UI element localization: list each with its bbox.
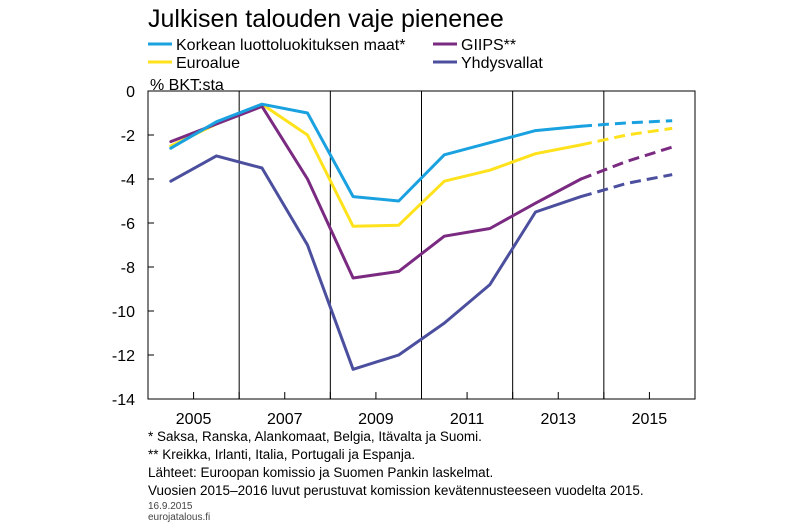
y-tick-label: -10 [112, 304, 135, 321]
footnote-sources: Lähteet: Euroopan komissio ja Suomen Pan… [148, 465, 494, 480]
footnote-forecast: Vuosien 2015–2016 luvut perustuvat komis… [148, 483, 644, 498]
series-4-line [169, 154, 583, 371]
series-1-line [169, 102, 583, 203]
series-1-forecast-line [580, 119, 673, 128]
plot-frame [147, 90, 696, 400]
x-tick-label: 2015 [632, 411, 668, 428]
publish-date: 16.9.2015 [148, 501, 193, 512]
y-tick-label: 0 [126, 84, 135, 101]
y-tick-label: -14 [112, 392, 135, 409]
series-layer [169, 102, 673, 371]
y-tick-label: -8 [121, 260, 135, 277]
x-tick-label: 2011 [450, 411, 485, 428]
footnote-1: * Saksa, Ranska, Alankomaat, Belgia, Itä… [148, 429, 482, 444]
x-tick-label: 2005 [176, 411, 212, 428]
y-tick-label: -6 [121, 216, 135, 233]
x-axis: 2005 2007 2009 2011 2013 2015 [176, 411, 668, 428]
legend-label: GIIPS** [461, 37, 516, 54]
series-4-forecast-line [580, 173, 673, 199]
legend-label: Yhdysvallat [461, 55, 543, 72]
x-tick-label: 2013 [540, 411, 576, 428]
legend-label: Euroalue [176, 55, 240, 72]
series-3-forecast-line [580, 126, 673, 147]
series-2-forecast-line [580, 145, 673, 181]
x-tick-label: 2007 [267, 411, 303, 428]
chart-title: Julkisen talouden vaje pienenee [148, 5, 504, 33]
source-site: eurojatalous.fi [148, 512, 211, 523]
y-tick-label: -2 [121, 128, 135, 145]
legend-label: Korkean luottoluokituksen maat* [176, 37, 405, 54]
legend: Korkean luottoluokituksen maat* GIIPS** Eu… [148, 37, 543, 72]
y-tick-label: -12 [112, 348, 135, 365]
x-tick-label: 2009 [358, 411, 394, 428]
footnote-2: ** Kreikka, Irlanti, Italia, Portugali j… [148, 447, 416, 462]
series-3-line [169, 102, 583, 228]
y-tick-label: -4 [121, 172, 135, 189]
y-axis: 0 -2 -4 -6 -8 -10 -12 -14 [112, 84, 154, 409]
y-unit-label: % BKT:sta [150, 77, 224, 94]
series-2-line [169, 104, 583, 280]
